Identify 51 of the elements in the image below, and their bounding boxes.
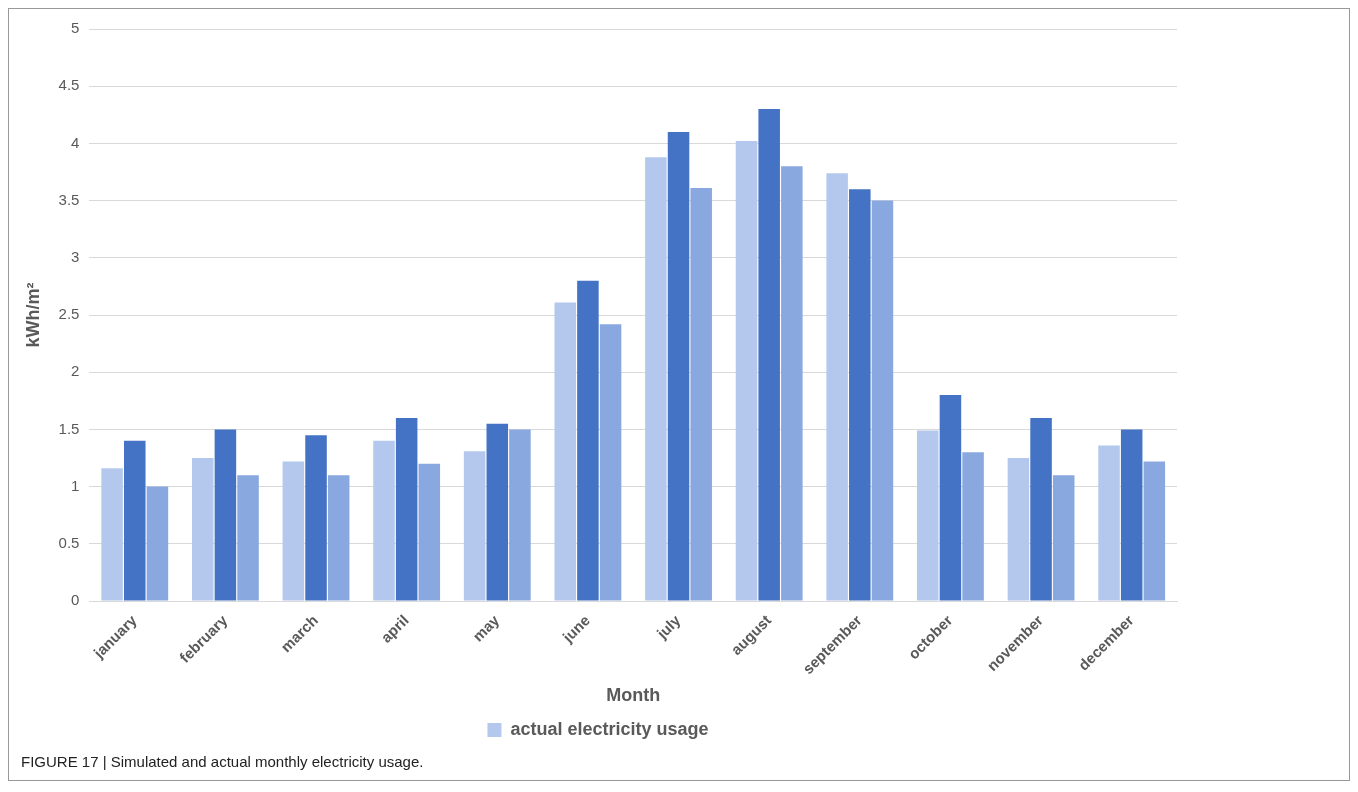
- bar: [395, 417, 418, 601]
- bar: [781, 166, 803, 601]
- bar: [146, 486, 169, 601]
- bar: [917, 430, 939, 601]
- bar: [1098, 445, 1120, 601]
- bar: [871, 200, 894, 601]
- y-tick-label: 5: [71, 19, 80, 37]
- bar: [509, 429, 531, 601]
- y-tick-label: 2: [71, 362, 80, 380]
- y-tick-label: 4.5: [58, 76, 80, 94]
- bar: [214, 429, 237, 601]
- bar: [1120, 429, 1143, 601]
- bar: [101, 468, 123, 601]
- bar: [939, 395, 962, 601]
- bar: [962, 452, 984, 601]
- y-axis-title: kWh/m²: [22, 282, 43, 348]
- bar: [554, 302, 577, 601]
- bar: [418, 463, 441, 601]
- bar: [690, 188, 712, 601]
- y-tick-label: 3.5: [58, 190, 80, 208]
- bar: [577, 280, 599, 601]
- bar: [849, 189, 871, 601]
- bar: [826, 173, 848, 601]
- y-tick-label: 0.5: [58, 533, 80, 551]
- bar: [373, 440, 395, 601]
- y-tick-label: 1: [71, 476, 80, 494]
- bar: [1030, 417, 1052, 601]
- bar: [1007, 458, 1030, 601]
- bar: [735, 141, 758, 601]
- bar: [282, 461, 305, 601]
- bar: [1143, 461, 1166, 601]
- bar: [237, 475, 259, 601]
- legend-label: actual electricity usage: [510, 718, 709, 739]
- bar: [645, 157, 667, 601]
- bar: [599, 324, 622, 601]
- bar: [1052, 475, 1075, 601]
- y-tick-label: 3: [71, 247, 80, 265]
- y-tick-label: 1.5: [58, 419, 80, 437]
- bar: [124, 440, 146, 601]
- bar: [305, 435, 327, 601]
- y-tick-label: 2.5: [58, 305, 80, 323]
- bar: [191, 458, 214, 601]
- y-tick-label: 0: [71, 591, 80, 609]
- bar: [463, 451, 486, 601]
- x-axis-title: Month: [606, 685, 661, 706]
- y-tick-label: 4: [71, 133, 80, 151]
- bar: [758, 109, 780, 601]
- caption: FIGURE 17 | Simulated and actual monthly electricity usage.: [20, 752, 425, 772]
- bar: [327, 475, 350, 601]
- bar: [667, 131, 690, 601]
- bar: [486, 423, 509, 601]
